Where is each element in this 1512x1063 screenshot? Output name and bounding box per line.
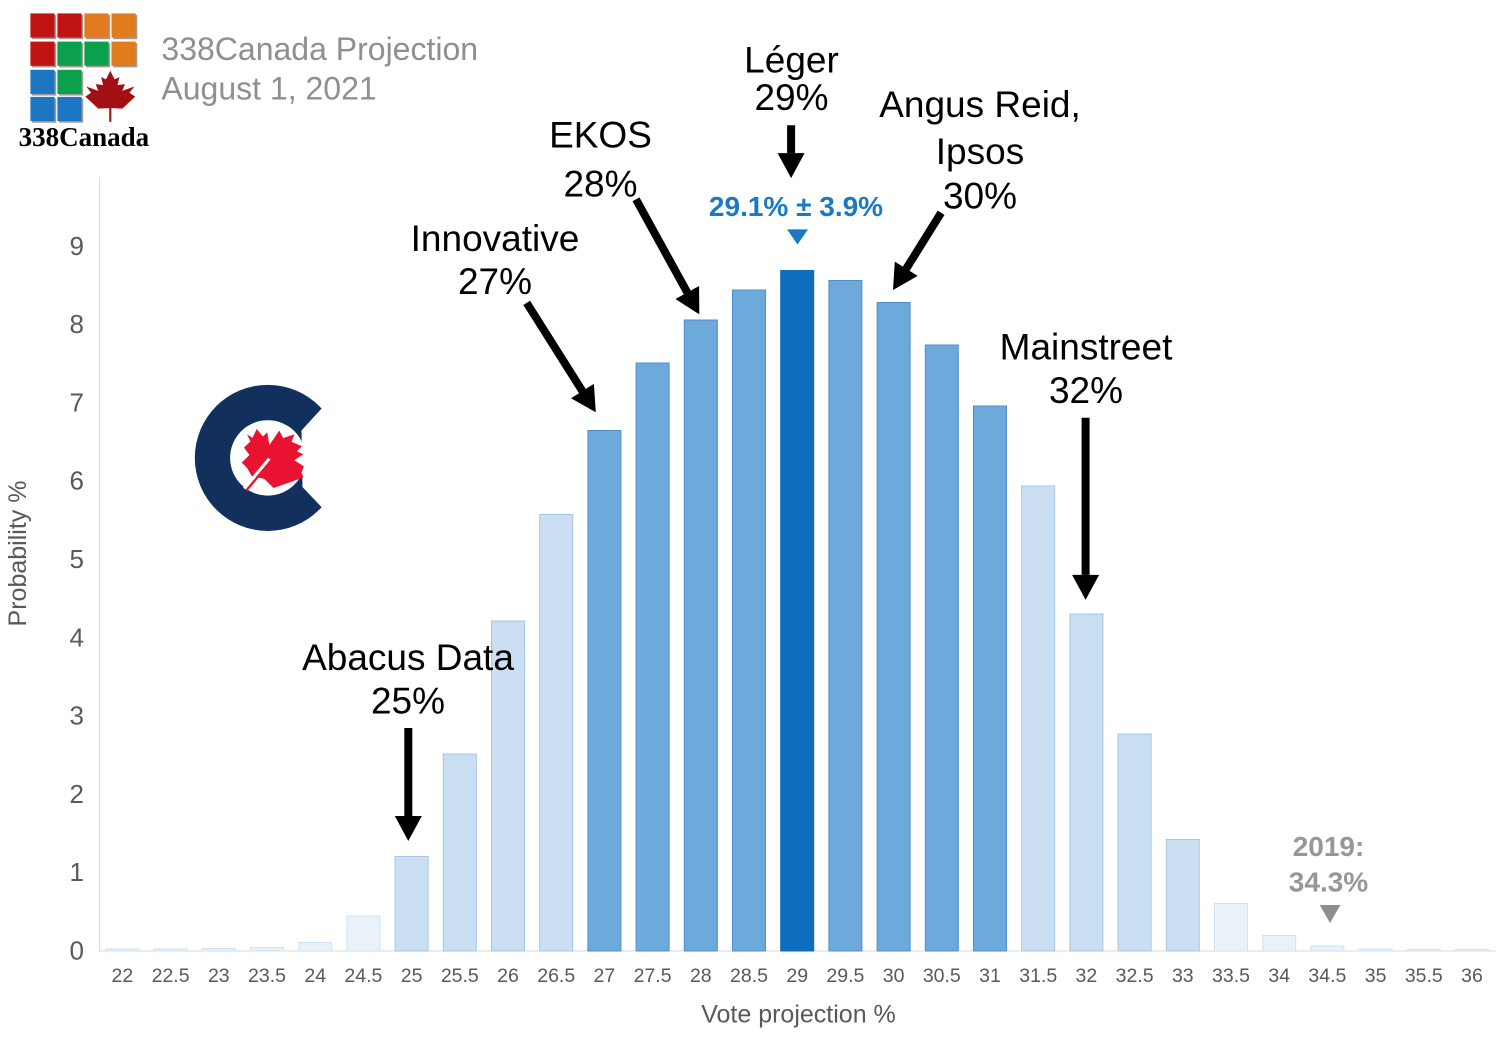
- svg-text:Probability %: Probability %: [4, 481, 32, 627]
- svg-text:35.5: 35.5: [1405, 965, 1443, 987]
- svg-text:32.5: 32.5: [1116, 965, 1154, 987]
- svg-text:29.5: 29.5: [826, 965, 864, 987]
- svg-text:34: 34: [1268, 965, 1290, 987]
- svg-text:4: 4: [70, 622, 84, 652]
- svg-text:25.5: 25.5: [441, 965, 479, 987]
- svg-text:8: 8: [70, 309, 84, 339]
- svg-text:30%: 30%: [943, 176, 1017, 217]
- svg-text:26: 26: [497, 965, 519, 987]
- svg-text:Abacus Data: Abacus Data: [302, 637, 514, 678]
- svg-text:August 1, 2021: August 1, 2021: [161, 71, 376, 107]
- svg-text:Mainstreet: Mainstreet: [1000, 326, 1173, 367]
- svg-text:27.5: 27.5: [634, 965, 672, 987]
- svg-text:29: 29: [786, 965, 808, 987]
- svg-text:27: 27: [594, 965, 616, 987]
- svg-text:23: 23: [208, 965, 230, 987]
- svg-text:Innovative: Innovative: [411, 218, 580, 259]
- svg-text:28.5: 28.5: [730, 965, 768, 987]
- svg-text:6: 6: [70, 466, 84, 496]
- svg-text:36: 36: [1461, 965, 1483, 987]
- svg-text:22: 22: [112, 965, 134, 987]
- svg-text:Ipsos: Ipsos: [936, 131, 1024, 172]
- svg-text:35: 35: [1365, 965, 1387, 987]
- svg-text:24.5: 24.5: [344, 965, 382, 987]
- svg-text:EKOS: EKOS: [549, 115, 652, 156]
- svg-text:32%: 32%: [1049, 370, 1123, 411]
- svg-text:24: 24: [304, 965, 326, 987]
- svg-text:23.5: 23.5: [248, 965, 286, 987]
- svg-text:34.3%: 34.3%: [1289, 866, 1368, 897]
- svg-text:27%: 27%: [458, 261, 532, 302]
- svg-text:28%: 28%: [563, 163, 637, 204]
- svg-text:26.5: 26.5: [537, 965, 575, 987]
- svg-text:Vote projection %: Vote projection %: [701, 1001, 896, 1029]
- svg-text:29.1% ± 3.9%: 29.1% ± 3.9%: [709, 191, 883, 222]
- svg-text:1: 1: [70, 857, 84, 887]
- svg-text:338Canada: 338Canada: [19, 122, 150, 152]
- svg-text:33: 33: [1172, 965, 1194, 987]
- svg-text:31.5: 31.5: [1019, 965, 1057, 987]
- svg-text:2019:: 2019:: [1293, 831, 1365, 862]
- svg-text:0: 0: [70, 936, 84, 966]
- svg-text:31: 31: [979, 965, 1001, 987]
- svg-text:Angus Reid,: Angus Reid,: [879, 84, 1081, 125]
- svg-text:30: 30: [883, 965, 905, 987]
- svg-text:Léger: Léger: [744, 40, 839, 81]
- svg-text:5: 5: [70, 544, 84, 574]
- svg-text:33.5: 33.5: [1212, 965, 1250, 987]
- svg-text:7: 7: [70, 387, 84, 417]
- svg-text:25: 25: [401, 965, 423, 987]
- svg-text:3: 3: [70, 701, 84, 731]
- svg-text:22.5: 22.5: [152, 965, 190, 987]
- svg-text:2: 2: [70, 779, 84, 809]
- svg-text:34.5: 34.5: [1308, 965, 1346, 987]
- svg-text:25%: 25%: [371, 681, 445, 722]
- svg-text:30.5: 30.5: [923, 965, 961, 987]
- svg-text:32: 32: [1076, 965, 1098, 987]
- svg-text:9: 9: [70, 231, 84, 261]
- svg-text:338Canada Projection: 338Canada Projection: [161, 31, 478, 67]
- svg-text:29%: 29%: [754, 77, 828, 118]
- svg-text:28: 28: [690, 965, 712, 987]
